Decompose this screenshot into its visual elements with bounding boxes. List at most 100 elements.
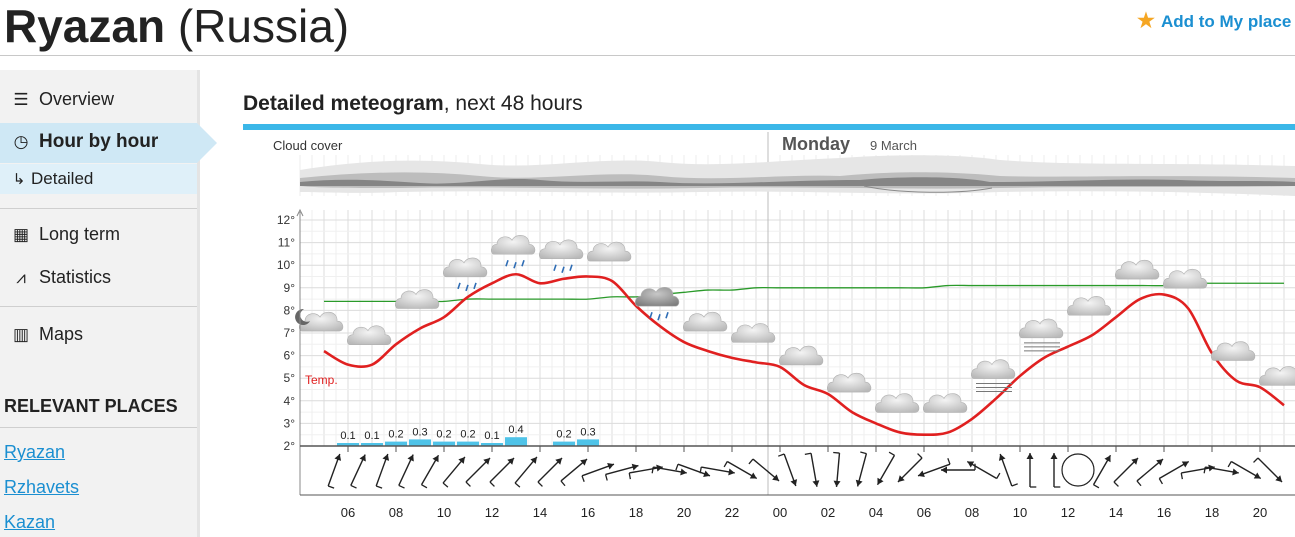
cloud-shape	[443, 257, 488, 278]
wind-arrow	[442, 456, 466, 488]
x-tick-label: 08	[389, 505, 403, 520]
page-title: Ryazan (Russia)	[4, 0, 349, 54]
cloud-shape	[1019, 318, 1064, 339]
dark-rain-cloud-icon	[635, 287, 680, 321]
sidebar-item-detailed[interactable]: ↳ Detailed	[12, 169, 94, 189]
cloud-icon	[1163, 268, 1208, 289]
precipitation-label: 0.1	[364, 430, 379, 442]
cloud-icon	[395, 289, 440, 309]
wind-arrow	[876, 451, 896, 486]
cloud-shape	[395, 289, 440, 309]
wind-arrow-head	[812, 480, 820, 487]
wind-arrow	[1113, 457, 1139, 487]
sidebar-divider	[0, 208, 197, 209]
wind-arrow	[327, 453, 342, 489]
y-tick-label: 11°	[278, 236, 295, 250]
wind-arrow	[350, 454, 366, 489]
add-to-my-places-link[interactable]: ★ Add to My place	[1137, 8, 1291, 33]
sidebar-item-overview[interactable]: ☰ Overview	[10, 89, 114, 110]
wind-arrow-barb	[537, 481, 543, 487]
sidebar-active-arrow	[197, 123, 217, 163]
precipitation-bar	[337, 443, 359, 446]
precipitation-label: 0.2	[556, 429, 571, 441]
sidebar-item-label: Hour by hour	[39, 131, 159, 152]
wind-arrow-barb	[675, 463, 679, 471]
wind-arrow	[1092, 454, 1112, 489]
wind-arrow-barb	[888, 451, 895, 456]
precipitation-bar	[457, 441, 479, 446]
wind-arrow	[778, 453, 798, 487]
y-tick-label: 10°	[277, 258, 295, 272]
y-tick-label: 3°	[284, 416, 296, 430]
sub-arrow-icon: ↳	[12, 171, 26, 188]
map-icon: ▥	[12, 325, 30, 344]
precipitation-bar	[505, 437, 527, 446]
wind-arrow-head	[1181, 461, 1189, 468]
wind-arrow-head	[483, 457, 491, 465]
wind-arrow	[1158, 460, 1190, 485]
raindrop	[505, 259, 509, 267]
sidebar-item-label: Overview	[39, 89, 115, 109]
sidebar-item-long-term[interactable]: ▦ Long term	[10, 224, 120, 245]
place-link[interactable]: Rzhavets	[4, 477, 80, 497]
dew-point-line	[323, 282, 1284, 303]
wind-arrow-barb	[833, 451, 840, 454]
wind-arrow-barb	[560, 480, 566, 487]
day-label: Monday	[782, 134, 850, 154]
cloud-shape	[587, 241, 632, 262]
wind-arrow-barb	[947, 458, 951, 465]
wind-arrow	[897, 453, 923, 483]
raindrop	[465, 284, 469, 292]
wind-arrow	[581, 462, 615, 482]
wind-arrow-barb	[917, 453, 923, 459]
wind-arrow-barb	[628, 472, 631, 480]
cloud-icon	[875, 393, 920, 413]
precipitation-label: 0.1	[340, 430, 355, 442]
raindrop	[513, 261, 517, 269]
y-tick-label: 7°	[284, 326, 296, 340]
precipitation-bar	[553, 441, 575, 446]
sidebar-active-highlight	[0, 123, 197, 163]
cloud-icon	[827, 372, 872, 393]
cloud-icon	[923, 393, 968, 413]
wind-arrow	[398, 454, 414, 489]
sidebar-sub-highlight	[0, 164, 197, 194]
meteogram-title: Detailed meteogram, next 48 hours	[243, 92, 583, 116]
y-tick-label: 6°	[284, 349, 296, 363]
x-tick-label: 12	[485, 505, 499, 520]
wind-arrow-head	[1104, 455, 1111, 463]
cloud-icon	[683, 311, 728, 332]
x-tick-label: 16	[581, 505, 595, 520]
cloud-shape	[1067, 296, 1112, 316]
precipitation-label: 0.4	[508, 424, 523, 436]
wind-arrow-barb	[465, 481, 471, 487]
sidebar-item-statistics[interactable]: ⩘ Statistics	[10, 267, 111, 288]
place-link[interactable]: Kazan	[4, 512, 56, 532]
sidebar-item-maps[interactable]: ▥ Maps	[10, 324, 83, 345]
sidebar-item-hour-by-hour[interactable]: ◷ Hour by hour	[10, 131, 159, 153]
relevant-places-heading: RELEVANT PLACES	[4, 396, 178, 416]
sidebar-edge	[197, 70, 200, 537]
wind-arrow	[917, 458, 951, 478]
x-tick-label: 18	[629, 505, 643, 520]
x-tick-label: 06	[341, 505, 355, 520]
cloud-shape	[827, 372, 872, 393]
star-icon: ★	[1137, 10, 1155, 32]
place-link[interactable]: Ryazan	[4, 442, 66, 462]
section-accent-bar	[243, 124, 1295, 130]
rain-cloud-icon	[539, 239, 584, 274]
wind-arrow-head	[1232, 468, 1239, 476]
wind-arrow-barb	[1180, 472, 1183, 480]
raindrop	[457, 282, 461, 290]
wind-arrow-head	[1253, 472, 1261, 479]
wind-arrow-barb	[375, 485, 383, 489]
precipitation-label: 0.3	[580, 426, 595, 438]
wind-arrow-barb	[327, 485, 335, 489]
cloud-shape	[683, 311, 728, 332]
cloud-icon	[1211, 341, 1256, 361]
wind-arrows-layer	[327, 451, 1283, 489]
wind-arrow	[748, 458, 780, 482]
x-tick-label: 20	[1253, 505, 1267, 520]
sidebar-item-label: Statistics	[39, 267, 112, 287]
wind-arrow-barb	[996, 472, 1001, 479]
